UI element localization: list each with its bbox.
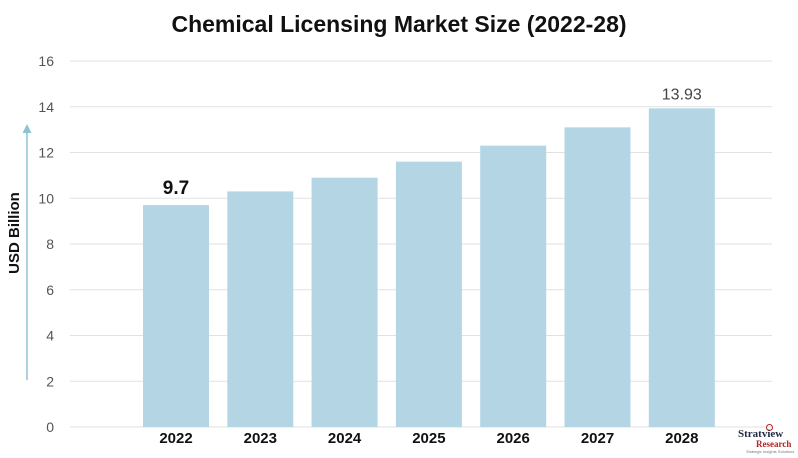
- y-tick-label: 14: [38, 99, 54, 115]
- data-labels: 9.7 13.93: [163, 86, 702, 199]
- data-label: 9.7: [163, 178, 189, 199]
- bar-2023: [227, 191, 294, 427]
- y-tick-label: 16: [38, 53, 54, 69]
- x-tick-label: 2025: [412, 430, 445, 447]
- x-axis-ticks: 2022 2023 2024 2025 2026 2027 2028: [159, 430, 698, 447]
- bar-2026: [480, 145, 547, 427]
- bar-2027: [564, 127, 631, 428]
- y-tick-label: 2: [46, 373, 54, 389]
- bar-2025: [395, 161, 462, 427]
- data-label: 13.93: [662, 86, 702, 103]
- y-tick-label: 8: [46, 236, 54, 252]
- y-tick-label: 4: [46, 328, 54, 344]
- bar-2028: [648, 108, 715, 427]
- x-tick-label: 2027: [581, 430, 614, 447]
- x-tick-label: 2023: [244, 430, 277, 447]
- y-axis-label: USD Billion: [6, 192, 23, 274]
- bar-2022: [143, 205, 209, 427]
- logo-subtitle: Research: [756, 439, 792, 449]
- logo-name: Stratview: [738, 428, 784, 440]
- stratview-logo: Stratview Research Strategic Insights So…: [738, 424, 796, 456]
- y-tick-label: 10: [38, 190, 54, 206]
- y-axis-arrow: [22, 124, 32, 380]
- logo-tagline: Strategic Insights Solutions: [746, 449, 795, 454]
- y-tick-label: 12: [38, 145, 54, 161]
- y-axis-ticks: 0 2 4 6 8 10 12 14 16: [38, 53, 54, 435]
- x-tick-label: 2022: [159, 430, 192, 447]
- target-icon: [766, 424, 773, 431]
- bar-2024: [311, 177, 378, 427]
- x-tick-label: 2026: [497, 430, 530, 447]
- y-tick-label: 6: [46, 282, 54, 298]
- x-tick-label: 2024: [328, 430, 362, 447]
- chart-title: Chemical Licensing Market Size (2022-28): [171, 11, 626, 37]
- bars: [143, 108, 715, 428]
- y-tick-label: 0: [46, 419, 54, 435]
- x-tick-label: 2028: [665, 430, 698, 447]
